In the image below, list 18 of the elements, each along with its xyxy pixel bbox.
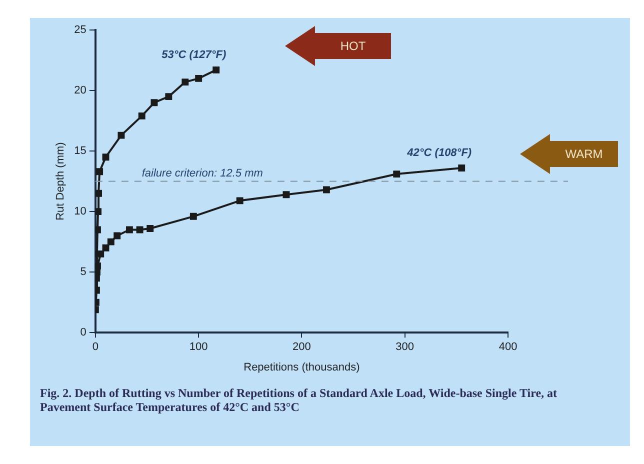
x-tick-label: 100 bbox=[189, 341, 208, 354]
x-tick-label: 400 bbox=[498, 341, 518, 354]
y-tick-label: 0 bbox=[80, 326, 86, 339]
y-tick-label: 15 bbox=[74, 145, 86, 158]
y-tick-label: 20 bbox=[74, 84, 86, 97]
y-tick-label: 25 bbox=[74, 24, 86, 36]
x-tick-label: 300 bbox=[396, 341, 414, 354]
y-axis-title: Rut Depth (mm) bbox=[54, 142, 67, 220]
x-axis-title: Repetitions (thousands) bbox=[244, 361, 360, 374]
series-label: 42°C (108°F) bbox=[406, 146, 472, 159]
y-tick-label: 10 bbox=[74, 206, 86, 218]
text: Fig. 2. Depth of Rutting vs Number of Repetitions of a Standard Axle Load, Wide-base Single Tire, at Pavement Surface Temperatures of 42°C and 53°C bbox=[40, 386, 558, 414]
series-label: 53°C (127°F) bbox=[162, 48, 226, 61]
annotation: HOT bbox=[315, 33, 391, 59]
ref-line-label: failure criterion: 12.5 mm bbox=[142, 167, 263, 180]
y-tick-label: 5 bbox=[80, 266, 86, 278]
x-tick-label: 0 bbox=[92, 341, 98, 354]
x-tick-label: 200 bbox=[292, 341, 311, 354]
